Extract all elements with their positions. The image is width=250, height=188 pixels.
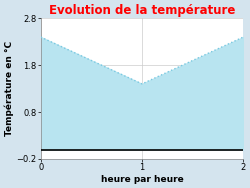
Title: Evolution de la température: Evolution de la température (49, 4, 235, 17)
Y-axis label: Température en °C: Température en °C (4, 41, 14, 136)
X-axis label: heure par heure: heure par heure (100, 175, 183, 184)
